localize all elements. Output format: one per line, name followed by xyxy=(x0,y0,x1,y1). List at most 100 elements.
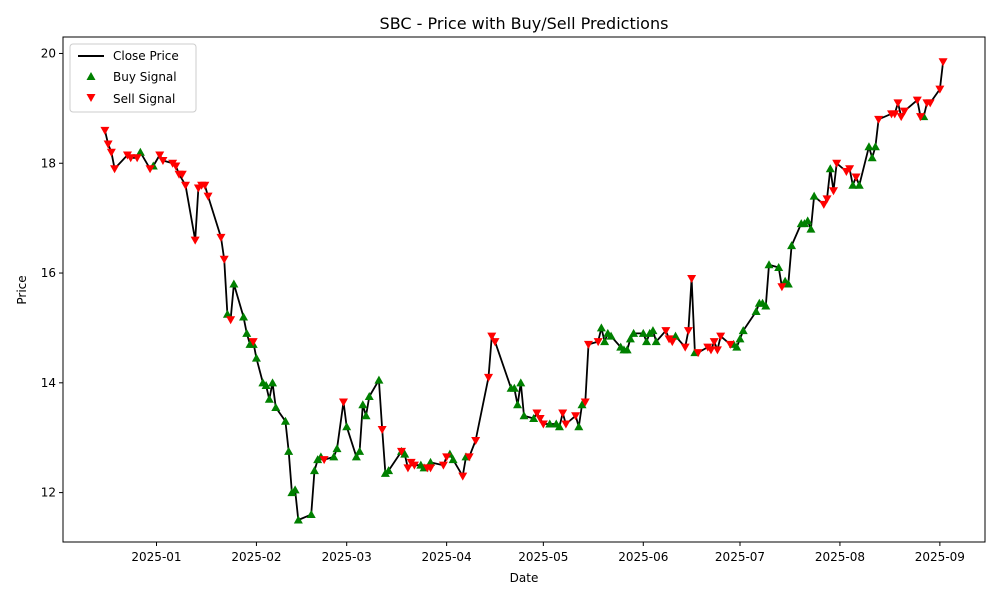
buy-signal-marker xyxy=(854,180,864,189)
buy-signal-marker xyxy=(870,142,880,151)
buy-signal-marker xyxy=(364,392,374,401)
sell-signal-marker xyxy=(925,99,935,108)
sell-signal-marker xyxy=(338,398,348,407)
sell-signal-marker xyxy=(938,58,948,67)
buy-signal-marker xyxy=(264,394,274,403)
buy-signal-marker xyxy=(309,466,319,475)
sell-signal-marker xyxy=(487,332,497,341)
sell-signal-marker xyxy=(777,283,787,292)
sell-signal-marker xyxy=(132,154,142,163)
sell-signal-marker xyxy=(248,338,258,347)
sell-signal-marker xyxy=(377,425,387,434)
sell-signal-marker xyxy=(490,338,500,347)
sell-signal-marker xyxy=(145,165,155,174)
sell-signal-marker xyxy=(458,472,468,481)
sell-signal-marker xyxy=(171,162,181,171)
sell-signal-marker xyxy=(693,349,703,358)
buy-signal-marker xyxy=(751,306,761,315)
sell-signal-marker xyxy=(935,85,945,94)
y-axis-label: Price xyxy=(15,275,29,304)
sell-signal-marker xyxy=(561,420,571,429)
buy-signal-marker xyxy=(268,378,278,387)
sell-signal-marker xyxy=(893,99,903,108)
legend-box xyxy=(69,43,197,113)
buy-signal-marker xyxy=(426,457,436,466)
buy-signal-marker xyxy=(529,413,539,422)
sell-signal-marker xyxy=(319,456,329,465)
buy-signal-marker xyxy=(329,452,339,461)
buy-signal-marker xyxy=(242,328,252,337)
buy-signal-marker xyxy=(293,515,303,524)
sell-signal-marker xyxy=(438,461,448,470)
sell-signal-marker xyxy=(899,107,909,116)
sell-signal-marker xyxy=(200,181,210,190)
sell-signal-marker xyxy=(110,165,120,174)
buy-signal-marker xyxy=(509,383,519,392)
sell-signal-marker xyxy=(709,338,719,347)
close-price-line xyxy=(104,61,944,521)
y-tick-label: 20 xyxy=(41,46,56,60)
x-axis-label: Date xyxy=(510,571,539,585)
sell-signal-marker xyxy=(216,233,226,242)
sell-signal-marker xyxy=(203,192,213,201)
sell-signal-marker xyxy=(912,96,922,105)
buy-signal-marker xyxy=(271,403,281,412)
buy-signal-marker xyxy=(732,342,742,351)
buy-signal-marker xyxy=(358,400,368,409)
sell-signal-marker xyxy=(464,453,474,462)
sell-signal-marker xyxy=(100,126,110,135)
buy-signal-marker xyxy=(774,263,784,272)
sell-signal-marker xyxy=(916,113,926,122)
sell-signal-marker xyxy=(396,447,406,456)
buy-signal-marker xyxy=(306,510,316,519)
sell-signal-marker xyxy=(106,148,116,157)
x-tick-label: 2025-01 xyxy=(131,550,181,564)
sell-signal-marker xyxy=(890,110,900,119)
buy-signal-marker xyxy=(738,326,748,335)
sell-signal-marker xyxy=(845,165,855,174)
buy-signal-marker xyxy=(651,337,661,346)
sell-signal-marker xyxy=(535,414,545,423)
buy-signal-marker xyxy=(261,381,271,390)
buy-signal-marker xyxy=(400,449,410,458)
sell-signal-marker xyxy=(103,140,113,149)
x-tick-label: 2025-04 xyxy=(422,550,472,564)
sell-signal-marker xyxy=(155,151,165,160)
sell-signal-marker xyxy=(680,343,690,352)
buy-signal-marker xyxy=(577,400,587,409)
sell-signal-marker xyxy=(426,464,436,473)
buy-signal-marker xyxy=(764,260,774,269)
sell-signal-marker xyxy=(471,436,481,445)
sell-signal-marker xyxy=(712,346,722,355)
buy-signal-marker xyxy=(622,345,632,354)
buy-signal-marker xyxy=(806,224,816,233)
legend-entry-buy: Buy Signal xyxy=(113,70,177,84)
y-tick-label: 16 xyxy=(41,266,56,280)
buy-signal-marker xyxy=(332,444,342,453)
sell-signal-marker xyxy=(716,332,726,341)
sell-signal-marker xyxy=(177,170,187,179)
buy-signal-marker xyxy=(606,331,616,340)
sell-signal-marker xyxy=(126,154,136,163)
series-layer xyxy=(100,58,948,524)
buy-signal-marker xyxy=(867,153,877,162)
buy-signal-marker xyxy=(596,323,606,332)
buy-signal-marker xyxy=(229,279,239,288)
buy-signal-marker xyxy=(554,422,564,431)
sell-signal-marker xyxy=(580,398,590,407)
buy-signal-marker xyxy=(629,328,639,337)
y-tick-label: 12 xyxy=(41,486,56,500)
x-tick-label: 2025-06 xyxy=(618,550,668,564)
sell-signal-marker xyxy=(226,316,236,325)
buy-signal-marker xyxy=(222,309,232,318)
chart-title: SBC - Price with Buy/Sell Predictions xyxy=(380,14,669,33)
sell-signal-marker xyxy=(181,181,191,190)
buy-signal-markers xyxy=(135,112,929,524)
sell-signal-marker xyxy=(190,236,200,245)
buy-signal-marker xyxy=(574,422,584,431)
y-axis: 12 14 16 18 20 xyxy=(41,46,63,500)
buy-signal-marker xyxy=(545,419,555,428)
sell-signal-marker xyxy=(442,453,452,462)
sell-signal-marker xyxy=(822,195,832,204)
